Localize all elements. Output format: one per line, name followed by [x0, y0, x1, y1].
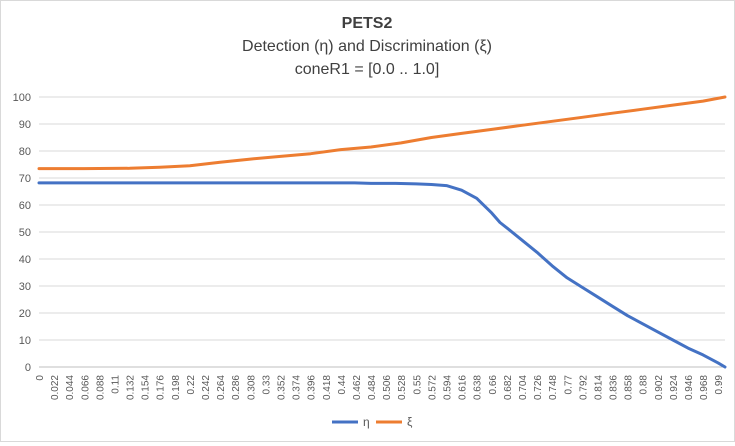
series-line-xi: [37, 95, 727, 171]
x-tick-label: 0.88: [639, 375, 650, 395]
y-tick-label: 70: [19, 173, 31, 185]
x-tick-label: 0.506: [382, 375, 393, 400]
x-tick-label: 0.616: [458, 375, 469, 400]
x-tick-label: 0.044: [65, 375, 76, 400]
y-tick-label: 20: [19, 308, 31, 320]
x-tick-label: 0.352: [276, 375, 287, 400]
x-tick-label: 0.77: [563, 375, 574, 395]
x-tick-label: 0.286: [231, 375, 242, 400]
x-tick-label: 0.396: [307, 375, 318, 400]
x-tick-label: 0.902: [654, 375, 665, 400]
x-tick-label: 0.726: [533, 375, 544, 400]
x-tick-label: 0.132: [126, 375, 137, 400]
x-tick-label: 0.814: [593, 375, 604, 400]
legend-label-eta: η: [363, 415, 370, 429]
x-tick-label: 0.528: [397, 375, 408, 400]
y-tick-label: 90: [19, 119, 31, 131]
y-tick-label: 80: [19, 146, 31, 158]
y-axis: 0 10 20 30 40 50 60 70 80 90 100: [13, 92, 31, 374]
x-tick-label: 0.968: [699, 375, 710, 400]
x-tick-label: 0.858: [624, 375, 635, 400]
chart-subtitle-line-2: coneR1 = [0.0 .. 1.0]: [295, 61, 440, 78]
chart-subtitle-line-1: Detection (η) and Discrimination (ξ): [242, 38, 492, 55]
x-axis: 0 0.022 0.044 0.066 0.088 0.11 0.132 0.154 0.176…: [35, 375, 725, 400]
x-tick-label: 0.088: [95, 375, 106, 400]
x-tick-label: 0.594: [443, 375, 454, 400]
x-tick-label: 0: [35, 375, 46, 381]
y-tick-label: 0: [25, 362, 31, 374]
x-tick-label: 0.748: [548, 375, 559, 400]
y-tick-label: 40: [19, 254, 31, 266]
y-tick-label: 50: [19, 227, 31, 239]
x-tick-label: 0.836: [609, 375, 620, 400]
x-tick-label: 0.418: [322, 375, 333, 400]
x-tick-label: 0.55: [412, 375, 423, 395]
x-tick-label: 0.176: [156, 375, 167, 400]
x-tick-label: 0.22: [186, 375, 197, 395]
plot-series: [37, 95, 727, 369]
legend: η ξ: [332, 415, 413, 429]
x-tick-label: 0.11: [110, 375, 121, 394]
x-tick-label: 0.308: [246, 375, 257, 400]
x-tick-label: 0.264: [216, 375, 227, 400]
series-line-eta: [37, 181, 727, 369]
x-tick-label: 0.682: [503, 375, 514, 400]
y-tick-label: 60: [19, 200, 31, 212]
y-tick-label: 30: [19, 281, 31, 293]
y-tick-label: 10: [19, 335, 31, 347]
x-tick-label: 0.44: [337, 375, 348, 395]
chart-title: PETS2: [342, 15, 393, 32]
x-tick-label: 0.572: [427, 375, 438, 400]
x-tick-label: 0.066: [80, 375, 91, 400]
x-tick-label: 0.704: [518, 375, 529, 400]
x-tick-label: 0.374: [292, 375, 303, 400]
x-tick-label: 0.792: [578, 375, 589, 400]
x-tick-label: 0.33: [261, 375, 272, 395]
x-tick-label: 0.242: [201, 375, 212, 400]
x-tick-label: 0.638: [473, 375, 484, 400]
x-tick-label: 0.154: [141, 375, 152, 400]
x-tick-label: 0.946: [684, 375, 695, 400]
x-tick-label: 0.462: [352, 375, 363, 400]
gridlines: [39, 96, 725, 368]
x-tick-label: 0.924: [669, 375, 680, 400]
x-tick-label: 0.198: [171, 375, 182, 400]
x-tick-label: 0.66: [488, 375, 499, 395]
x-tick-label: 0.99: [714, 375, 725, 395]
legend-label-xi: ξ: [407, 415, 413, 429]
y-tick-label: 100: [13, 92, 31, 104]
x-tick-label: 0.022: [50, 375, 61, 400]
x-tick-label: 0.484: [367, 375, 378, 400]
